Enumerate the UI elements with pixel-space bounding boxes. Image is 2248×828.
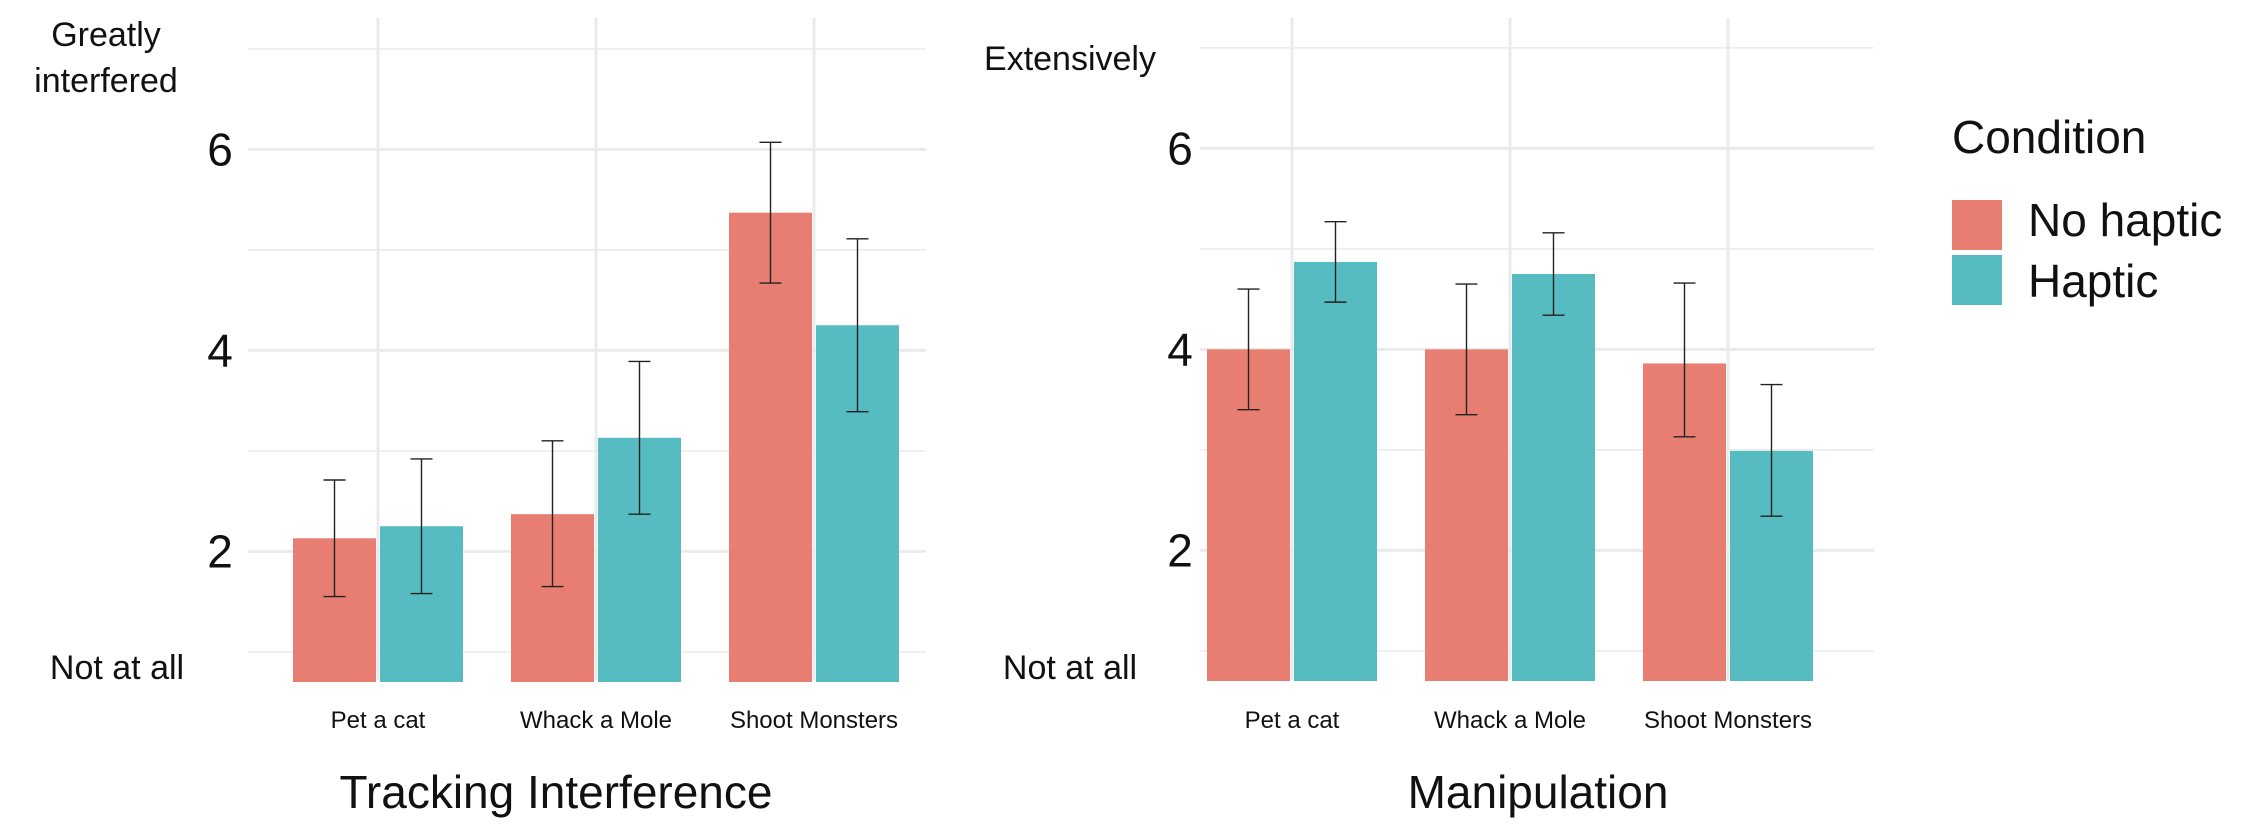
legend-swatch-haptic: [1952, 255, 2002, 305]
y-tick-label: 2: [207, 525, 233, 577]
y-tick-label: 6: [207, 123, 233, 175]
panel-1-category-labels: Pet a cat Whack a Mole Shoot Monsters: [331, 707, 898, 734]
panel-2-error-bars: [1237, 221, 1783, 517]
panel-2-category-labels: Pet a cat Whack a Mole Shoot Monsters: [1245, 707, 1812, 734]
legend-label-haptic: Haptic: [2028, 255, 2158, 307]
manipulation-panel: 246 Pet a cat Whack a Mole Shoot Monsters …: [984, 18, 1874, 818]
panel-2-bottom-anchor-label: Not at all: [1003, 649, 1137, 687]
bar-no-haptic: [729, 212, 812, 683]
legend-label-no-haptic: No haptic: [2028, 194, 2222, 246]
category-label: Pet a cat: [331, 707, 426, 734]
panel-1-x-axis-label: Tracking Interference: [340, 766, 773, 818]
category-label: Shoot Monsters: [730, 707, 898, 734]
bar-haptic: [1512, 273, 1595, 681]
panel-1-top-anchor-label: Greatly interfered: [34, 16, 178, 100]
category-label: Whack a Mole: [1434, 707, 1586, 734]
legend: Condition No haptic Haptic: [1952, 111, 2222, 307]
category-label: Pet a cat: [1245, 707, 1340, 734]
error-bar: [1455, 283, 1478, 416]
panel-2-y-ticks: 2 4 6: [1167, 122, 1193, 576]
y-tick-label: 4: [1167, 323, 1193, 375]
category-label: Shoot Monsters: [1644, 707, 1812, 734]
panel-1-y-ticks: 2 4 6: [207, 123, 233, 577]
error-bar: [1324, 221, 1347, 303]
error-bar: [1673, 282, 1696, 438]
legend-swatch-no-haptic: [1952, 200, 2002, 250]
y-tick-label: 2: [1167, 524, 1193, 576]
bar-haptic: [1294, 261, 1377, 681]
legend-title: Condition: [1952, 111, 2146, 163]
error-bar: [1542, 232, 1565, 316]
error-bar: [410, 458, 433, 595]
panel-1-error-bars: [323, 141, 869, 598]
panel-2-x-axis-label: Manipulation: [1408, 766, 1669, 818]
error-bar: [323, 479, 346, 598]
error-bar: [846, 238, 869, 413]
tracking-interference-panel: 246 Pet a cat Whack a Mole Shoot Monsters …: [34, 16, 926, 818]
error-bar: [1760, 383, 1783, 517]
error-bar: [759, 141, 782, 284]
y-tick-label: 6: [1167, 122, 1193, 174]
error-bar: [541, 440, 564, 588]
panel-2-top-anchor-label: Extensively: [984, 40, 1156, 78]
category-label: Whack a Mole: [520, 707, 672, 734]
error-bar: [1237, 288, 1260, 411]
y-tick-label: 4: [207, 324, 233, 376]
error-bar: [628, 360, 651, 515]
panel-1-bottom-anchor-label: Not at all: [50, 649, 184, 687]
